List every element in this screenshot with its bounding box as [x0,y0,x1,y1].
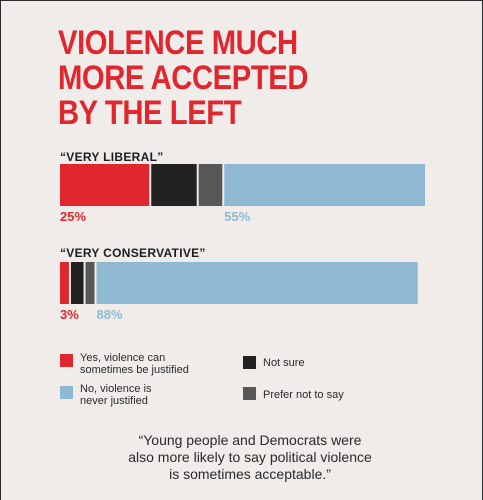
legend-yes-line-2: sometimes be justified [80,364,189,376]
quote-line-2: also more likely to say political violen… [128,449,372,465]
legend-swatch-not-sure [243,356,256,369]
percent-label-yes-very-liberal: 25% [60,209,86,224]
legend-label-not-sure: Not sure [263,357,305,369]
group-label-very-liberal: “VERY LIBERAL” [60,150,164,164]
title-line-2: MORE ACCEPTED [58,59,309,97]
quote-line-1: “Young people and Democrats were [138,432,362,448]
legend-no-line-1: No, violence is [80,383,152,395]
legend-label-prefer-not: Prefer not to say [263,389,344,401]
bar-very-liberal-prefer-not [198,164,223,206]
quote-line-3: is sometimes acceptable.” [169,466,331,482]
stacked-bar-chart: 25% 55% 3% 88% [60,164,425,322]
group-label-very-conservative: “VERY CONSERVATIVE” [60,246,206,260]
bar-very-conservative-prefer-not [85,262,95,304]
legend-swatch-prefer-not [243,387,256,400]
legend-prefer-not-line-1: Prefer not to say [263,389,344,401]
bar-very-liberal-no [224,164,425,206]
bar-very-conservative-yes [60,262,69,304]
quote-text: “Young people and Democrats were also mo… [70,432,430,483]
legend-no-line-2: never justified [80,395,148,407]
bar-very-liberal-not-sure [151,164,197,206]
bars-layer [60,164,425,304]
title-line-3: BY THE LEFT [58,94,242,132]
legend-label-yes: Yes, violence can sometimes be justified [80,352,189,376]
percent-label-no-very-conservative: 88% [97,307,123,322]
chart-title: VIOLENCE MUCH MORE ACCEPTED BY THE LEFT [58,26,402,131]
legend-swatch-yes [60,354,73,367]
frame-left-border [0,0,1,500]
bar-very-conservative-no [96,262,418,304]
percent-label-yes-very-conservative: 3% [60,307,79,322]
bar-very-liberal-yes [60,164,150,206]
legend-yes-line-1: Yes, violence can [80,352,166,364]
percent-labels-layer: 25% 55% 3% 88% [60,209,251,322]
bar-very-conservative-not-sure [70,262,84,304]
legend-swatch-no [60,386,73,399]
title-line-1: VIOLENCE MUCH [58,24,298,62]
frame-top-border [0,0,483,1]
legend-label-no: No, violence is never justified [80,383,152,407]
percent-label-no-very-liberal: 55% [224,209,250,224]
legend-not-sure-line-1: Not sure [263,357,305,369]
